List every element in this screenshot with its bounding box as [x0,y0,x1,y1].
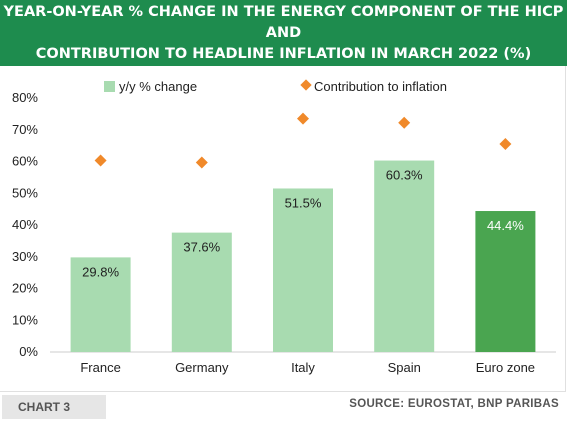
y-tick-label: 80% [12,90,38,105]
bar-data-label: 37.6% [183,240,220,255]
bars-group: 29.8% 37.6% 51.5% 60.3% 44.4% [70,160,536,352]
legend-marker-label: Contribution to inflation [314,79,447,94]
legend-bar-swatch [104,81,115,92]
source-note: SOURCE: EUROSTAT, BNP PARIBAS [349,398,559,410]
y-tick-label: 70% [12,122,38,137]
bar-data-label: 44.4% [487,218,524,233]
x-tick-label: Italy [291,360,315,375]
y-tick-label: 40% [12,217,38,232]
bar-data-label: 60.3% [386,168,423,183]
bar-euro-zone [475,211,536,352]
contribution-marker-euro-zone [499,138,512,151]
x-tick-label: Germany [175,360,229,375]
y-axis: 0% 10% 20% 30% 40% 50% 60% 70% 80% [12,90,38,359]
bar-data-label: 51.5% [285,195,322,210]
chart-title-line-1: YEAR-ON-YEAR % CHANGE IN THE ENERGY COMP… [3,3,564,41]
bar-italy [273,188,333,352]
legend: y/y % change Contribution to inflation [104,79,447,94]
legend-marker-swatch [300,79,312,91]
y-tick-label: 50% [12,185,38,200]
contribution-marker-france [94,154,107,167]
bar-germany [171,232,232,352]
x-tick-label: Euro zone [476,360,535,375]
contribution-marker-germany [195,156,208,169]
y-tick-label: 60% [12,154,38,169]
y-tick-label: 20% [12,281,38,296]
x-tick-label: Spain [388,360,421,375]
legend-bar-label: y/y % change [119,79,197,94]
markers-group [94,112,512,169]
bar-chart: 0% 10% 20% 30% 40% 50% 60% 70% 80% 29.8% 37.6% 51.… [12,79,556,375]
contribution-marker-spain [398,116,411,129]
y-tick-label: 30% [12,249,38,264]
bar-data-label: 29.8% [82,264,119,279]
chart-title-line-2: CONTRIBUTION TO HEADLINE INFLATION IN MA… [35,45,532,62]
bar-france [70,257,131,352]
bar-spain [374,160,435,352]
chart-title-banner: YEAR-ON-YEAR % CHANGE IN THE ENERGY COMP… [0,0,567,66]
x-axis: France Germany Italy Spain Euro zone [80,360,535,375]
y-tick-label: 10% [12,312,38,327]
x-tick-label: France [80,360,120,375]
contribution-marker-italy [297,112,309,125]
y-tick-label: 0% [19,344,38,359]
chart-number-label: CHART 3 [2,395,106,419]
